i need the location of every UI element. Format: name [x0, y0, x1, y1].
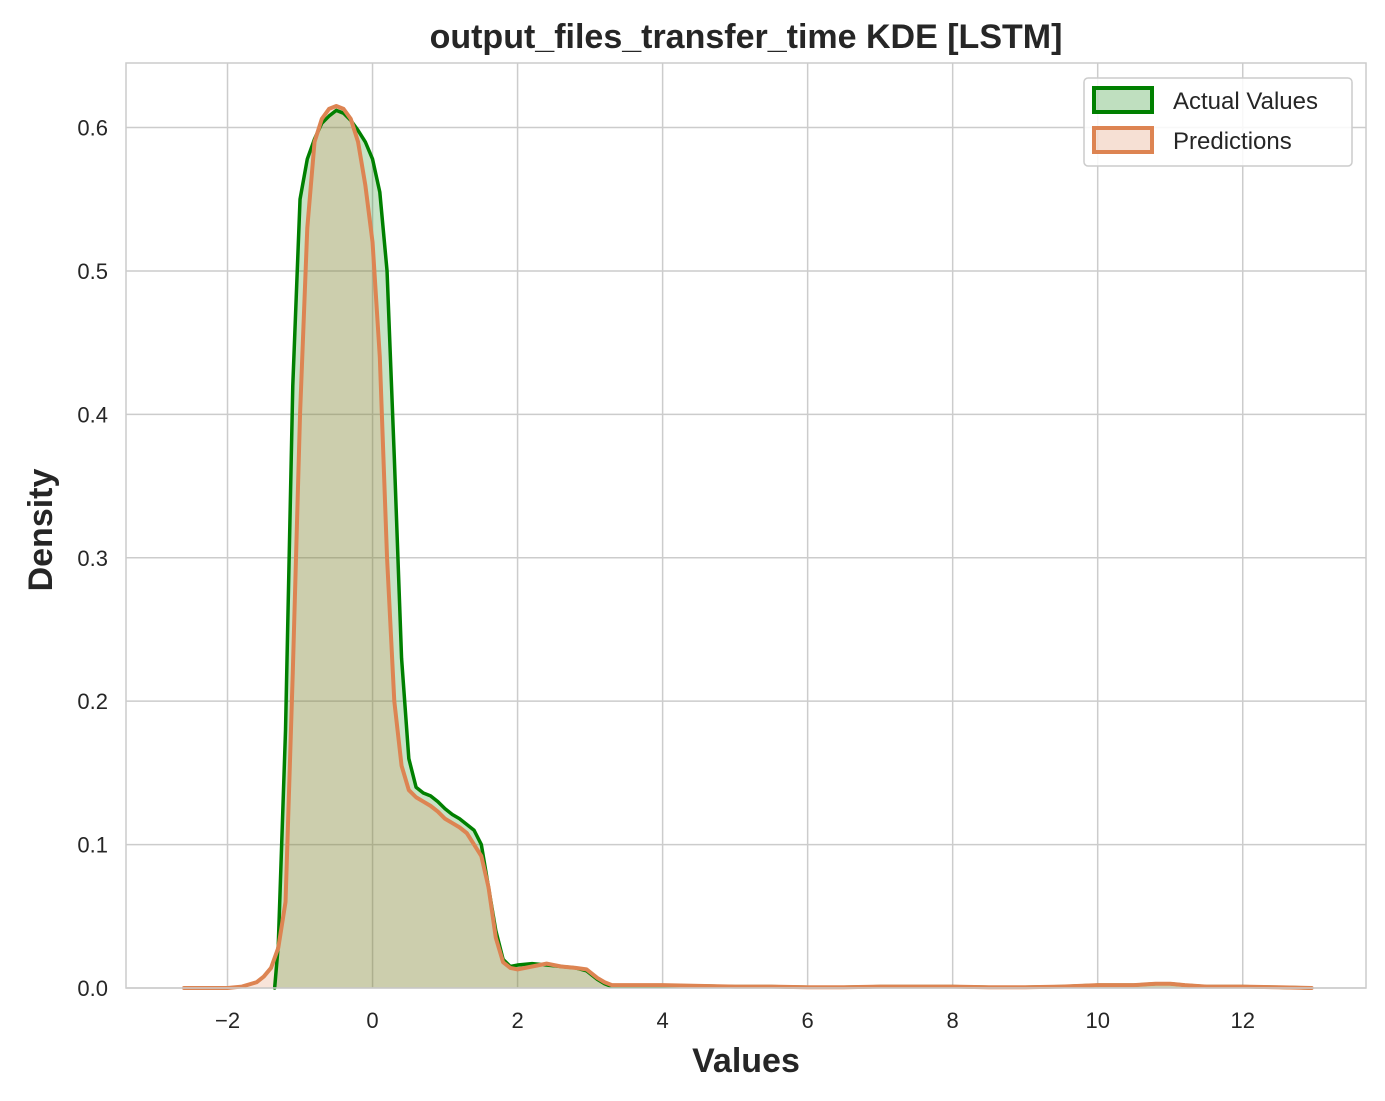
y-axis-title: Density — [22, 469, 60, 592]
series-area-predictions — [184, 106, 1312, 988]
plot-frame — [125, 62, 1367, 989]
y-axis-ticks: 0.0 0.1 0.2 0.3 0.4 0.5 0.6 — [77, 116, 108, 1001]
x-tick-label: −2 — [215, 1008, 240, 1033]
series-area-actual-values — [274, 110, 1312, 988]
series-fills — [184, 106, 1312, 988]
y-tick-label: 0.6 — [77, 116, 108, 141]
y-tick-label: 0.0 — [77, 976, 108, 1001]
x-tick-label: 6 — [802, 1008, 814, 1033]
x-tick-label: 2 — [511, 1008, 523, 1033]
y-tick-label: 0.3 — [77, 546, 108, 571]
y-tick-label: 0.5 — [77, 259, 108, 284]
x-axis-title: Values — [692, 1042, 800, 1080]
x-tick-label: 0 — [366, 1008, 378, 1033]
legend-swatch-predictions — [1092, 126, 1154, 154]
y-tick-label: 0.4 — [77, 402, 108, 427]
x-tick-label: 10 — [1085, 1008, 1109, 1033]
legend-label-predictions: Predictions — [1173, 128, 1292, 155]
x-tick-label: 4 — [656, 1008, 668, 1033]
x-tick-label: 8 — [947, 1008, 959, 1033]
legend-label-actual-values: Actual Values — [1173, 88, 1318, 115]
chart-title: output_files_transfer_time KDE [LSTM] — [430, 18, 1063, 56]
legend: Actual Values Predictions — [1083, 77, 1353, 167]
x-tick-label: 12 — [1230, 1008, 1254, 1033]
legend-swatch-actual-values — [1092, 86, 1154, 114]
y-tick-label: 0.1 — [77, 833, 108, 858]
y-tick-label: 0.2 — [77, 689, 108, 714]
x-axis-ticks: −2 0 2 4 6 8 10 12 — [215, 1008, 1255, 1033]
